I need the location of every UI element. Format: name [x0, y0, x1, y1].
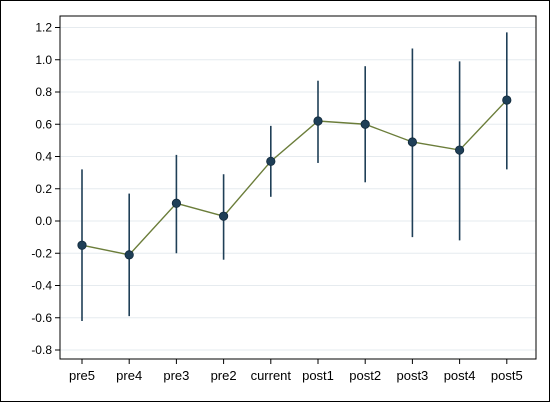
y-tick-label: -0.4: [31, 279, 52, 293]
y-tick-label: 1.2: [35, 21, 52, 35]
data-point-post2: [360, 119, 370, 129]
x-tick-label-current: current: [251, 368, 292, 383]
data-point-post3: [407, 137, 417, 147]
y-tick-label: 1.0: [35, 53, 52, 67]
data-point-pre2: [219, 211, 229, 221]
y-tick-label: 0.8: [35, 85, 52, 99]
x-tick-label-post3: post3: [396, 368, 428, 383]
x-tick-label-post1: post1: [302, 368, 334, 383]
data-point-pre5: [77, 240, 87, 250]
data-point-pre4: [124, 250, 134, 260]
y-tick-label: 0.6: [35, 117, 52, 131]
data-point-post4: [454, 145, 465, 155]
y-tick-label: -0.8: [31, 343, 52, 357]
y-tick-label: -0.6: [31, 311, 52, 325]
y-tick-label: 0.4: [35, 150, 52, 164]
data-point-pre3: [171, 198, 181, 208]
y-tick-label: -0.2: [31, 246, 52, 260]
plot-area-frame: [59, 15, 537, 360]
y-tick-label: 0.0: [35, 214, 52, 228]
x-tick-label-pre2: pre2: [211, 368, 237, 383]
x-tick-label-pre4: pre4: [116, 368, 142, 383]
series-line-path: [81, 99, 508, 256]
x-axis: pre5 pre4 pre3 pre2 current post1 post2 post3 po…: [69, 359, 523, 383]
grid-lines: [60, 27, 536, 351]
series-line: [81, 99, 508, 256]
y-axis: -0.8 -0.6 -0.4 -0.2 0.0 0.2 0.4 0.6 0.8 1.0 1.2: [31, 21, 60, 357]
data-point-current: [266, 156, 276, 166]
x-tick-label-post4: post4: [444, 368, 476, 383]
x-tick-label-post5: post5: [491, 368, 523, 383]
x-tick-label-pre3: pre3: [163, 368, 189, 383]
data-point-post1: [313, 116, 323, 126]
data-point-post5: [502, 95, 512, 105]
x-tick-label-pre5: pre5: [69, 368, 95, 383]
series-points: [77, 95, 512, 260]
x-tick-label-post2: post2: [349, 368, 381, 383]
y-tick-label: 0.2: [35, 182, 52, 196]
